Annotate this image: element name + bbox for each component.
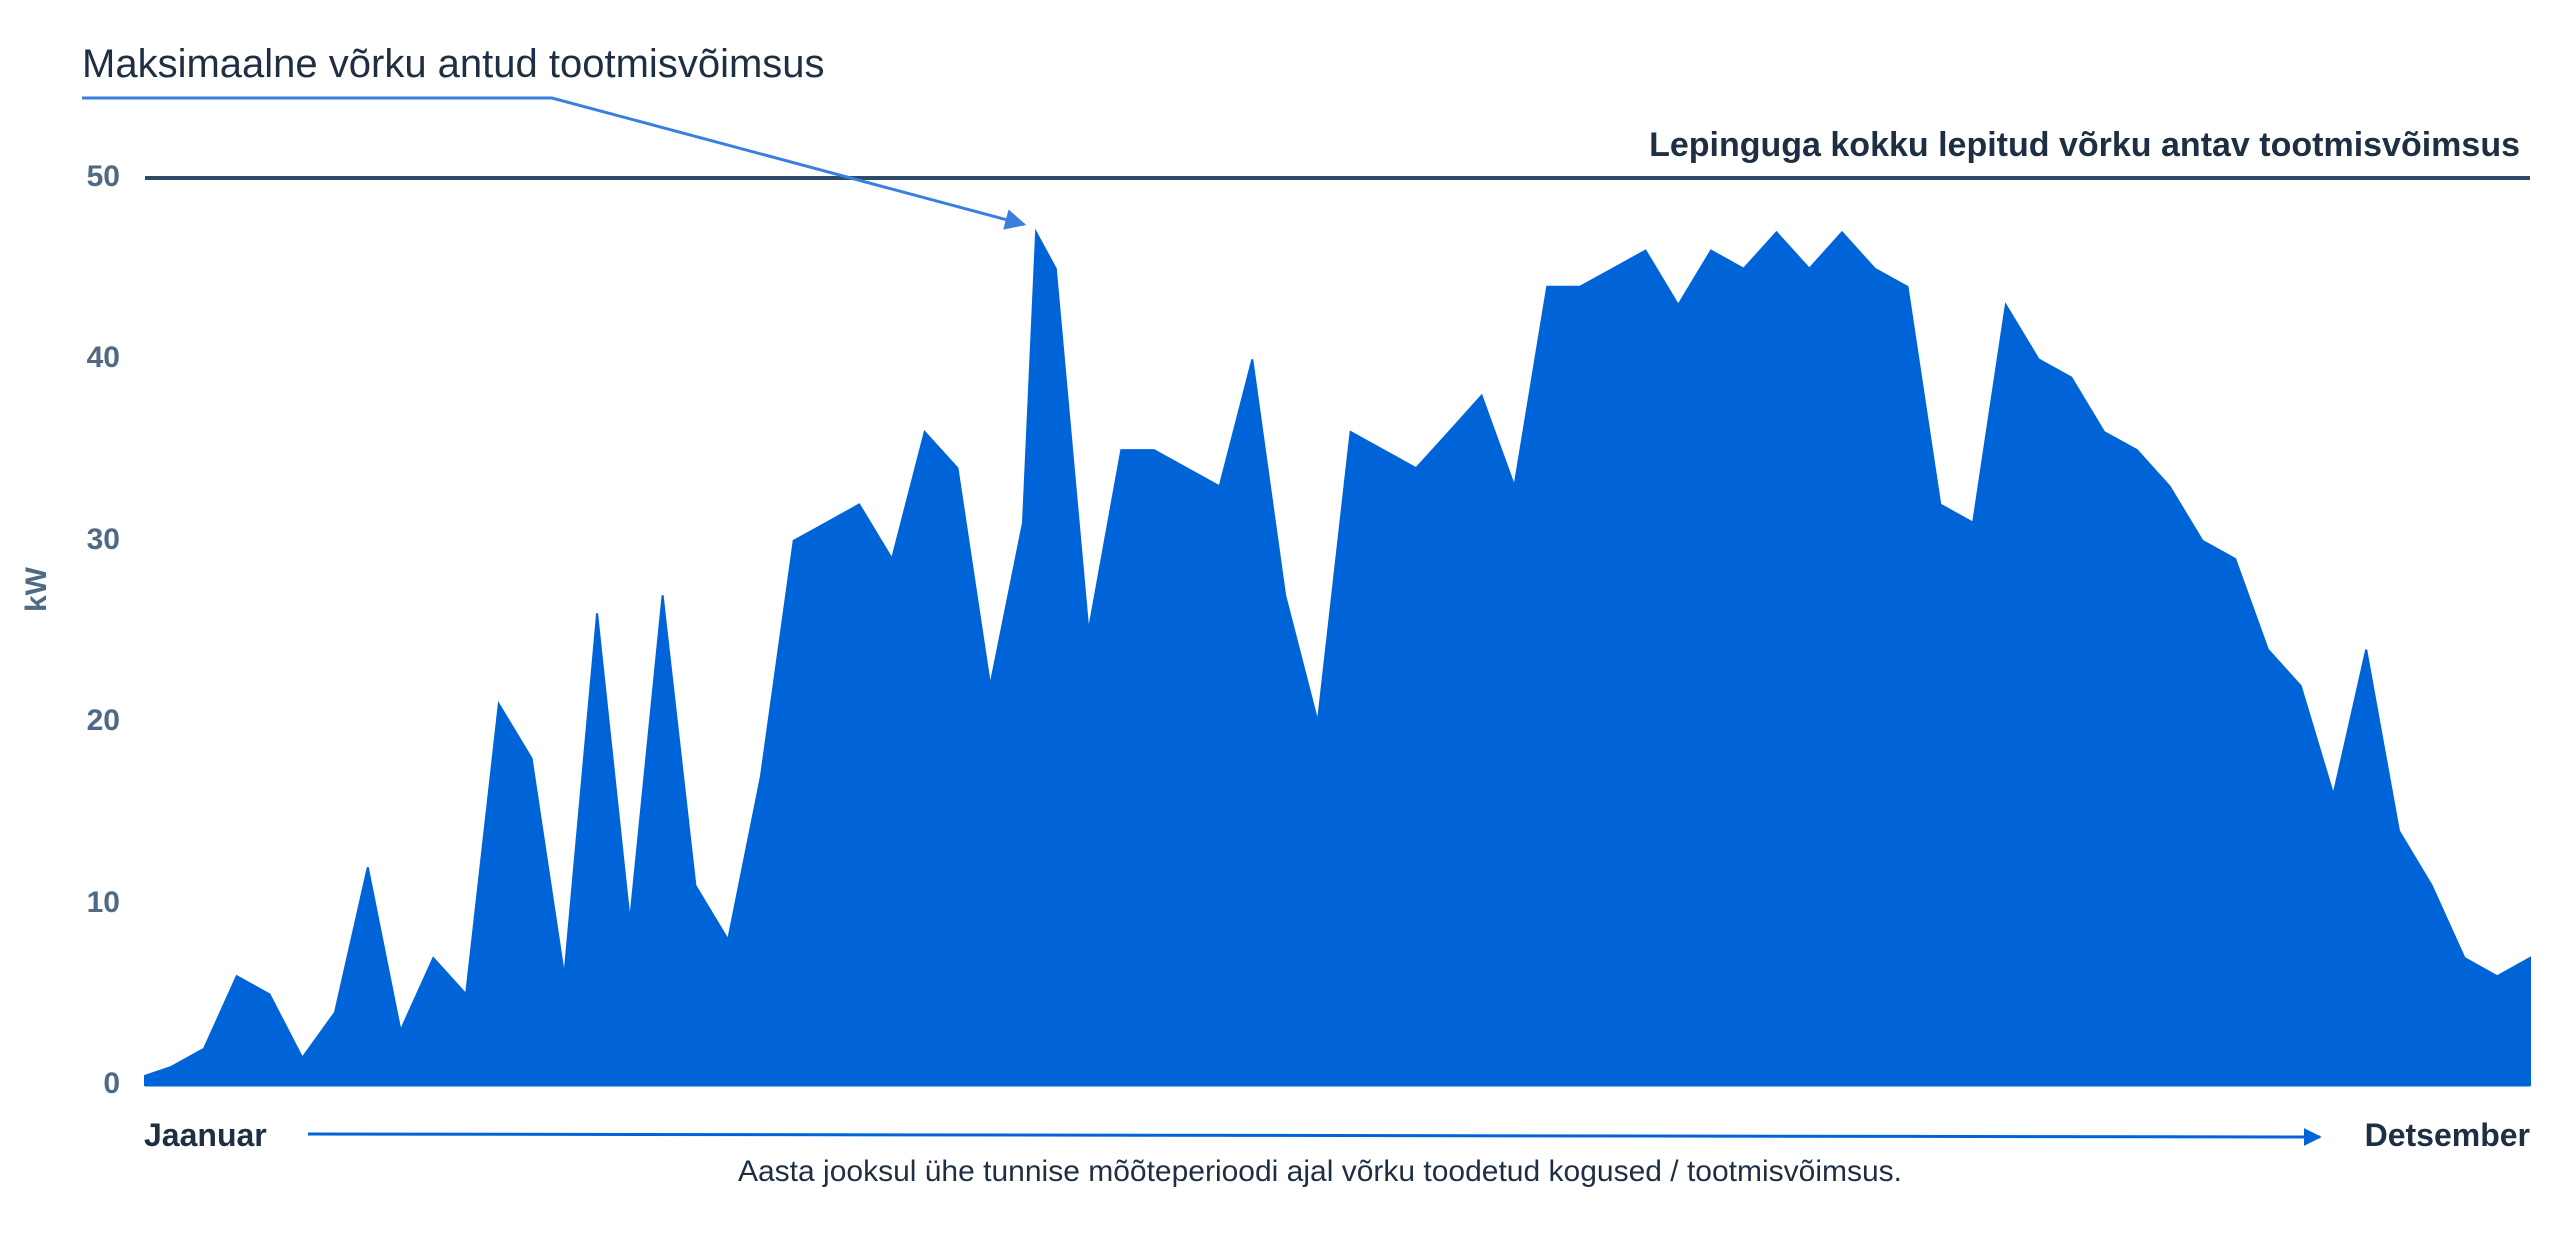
y-tick-label: 50 [86, 160, 120, 193]
reference-line-label: Lepinguga kokku lepitud võrku antav toot… [1649, 126, 2520, 164]
x-axis-caption: Aasta jooksul ühe tunnise mõõteperioodi … [737, 1155, 1902, 1188]
y-tick-label: 40 [86, 341, 120, 375]
x-axis-end-label: Detsember [2364, 1117, 2530, 1153]
chart-marks [82, 96, 2531, 1146]
y-tick-label: 0 [103, 1067, 120, 1100]
y-tick-label: 20 [86, 704, 120, 738]
y-tick-label: 10 [86, 885, 120, 919]
time-direction-arrow [307, 1127, 2322, 1146]
series-area-0 [144, 228, 2531, 1086]
max-annotation-arrow [82, 96, 1027, 230]
x-axis-start-label: Jaanuar [144, 1117, 267, 1153]
y-axis-label: kW [20, 567, 53, 612]
chart-title: Maksimaalne võrku antud tootmisvõimsus [82, 42, 825, 86]
y-tick-label: 30 [86, 522, 120, 556]
